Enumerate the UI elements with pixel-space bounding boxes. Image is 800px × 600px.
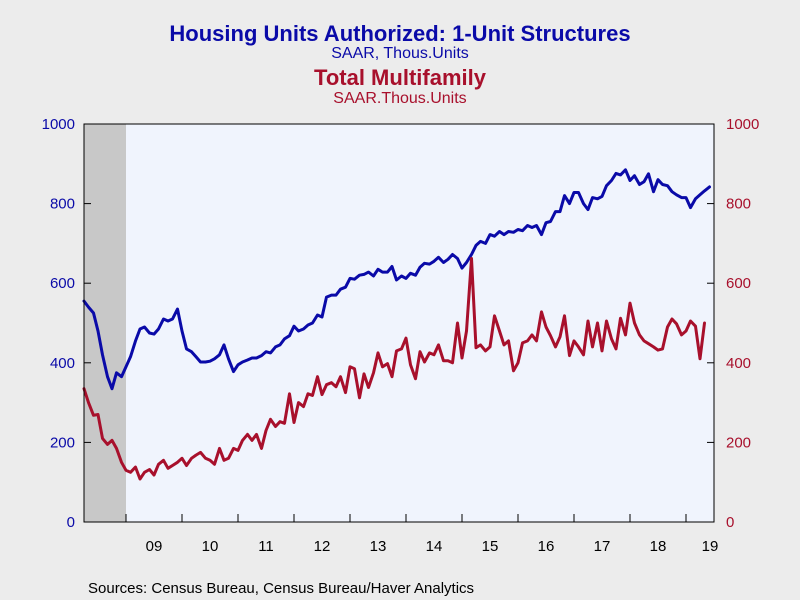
y-right-tick-label: 600: [726, 275, 751, 292]
x-tick-label: 16: [538, 538, 555, 555]
x-tick-label: 17: [594, 538, 611, 555]
series-line-2: [82, 257, 706, 481]
y-left-tick-label: 800: [50, 196, 75, 213]
x-tick-label: 14: [426, 538, 443, 555]
x-tick-label: 12: [314, 538, 331, 555]
y-right-tick-label: 1000: [726, 116, 759, 133]
chart-subtitle-2: SAAR.Thous.Units: [333, 90, 466, 107]
y-left-tick-label: 200: [50, 434, 75, 451]
x-tick-label: 09: [146, 538, 163, 555]
x-tick-label: 11: [258, 538, 274, 555]
plot-area: [84, 124, 714, 522]
y-right-tick-label: 200: [726, 434, 751, 451]
y-right-tick-label: 0: [726, 514, 734, 531]
axis-layer: 0 200 400 600 800 1000 0 200 400 600 800 1000 09 10 11…: [42, 116, 760, 555]
y-right-tick-label: 800: [726, 196, 751, 213]
plot-frame: [83, 123, 715, 523]
chart-subtitle: SAAR, Thous.Units: [331, 45, 469, 62]
y-left-tick-label: 0: [67, 514, 75, 531]
y-left-tick-label: 600: [50, 275, 75, 292]
y-right-tick-label: 400: [726, 355, 751, 372]
chart-title: Housing Units Authorized: 1-Unit Structu…: [169, 21, 630, 46]
x-tick-label: 15: [482, 538, 499, 555]
x-tick-label: 18: [650, 538, 667, 555]
source-note: Sources: Census Bureau, Census Bureau/Ha…: [88, 580, 474, 597]
y-left-tick-label: 1000: [42, 116, 75, 133]
recession-shade: [84, 124, 126, 522]
chart-title-2: Total Multifamily: [314, 65, 487, 90]
series-layer: [82, 168, 711, 481]
x-tick-label: 19: [702, 538, 719, 555]
y-left-tick-label: 400: [50, 355, 75, 372]
x-tick-label: 10: [202, 538, 219, 555]
x-tick-label: 13: [370, 538, 387, 555]
series-line-1: [82, 168, 711, 391]
